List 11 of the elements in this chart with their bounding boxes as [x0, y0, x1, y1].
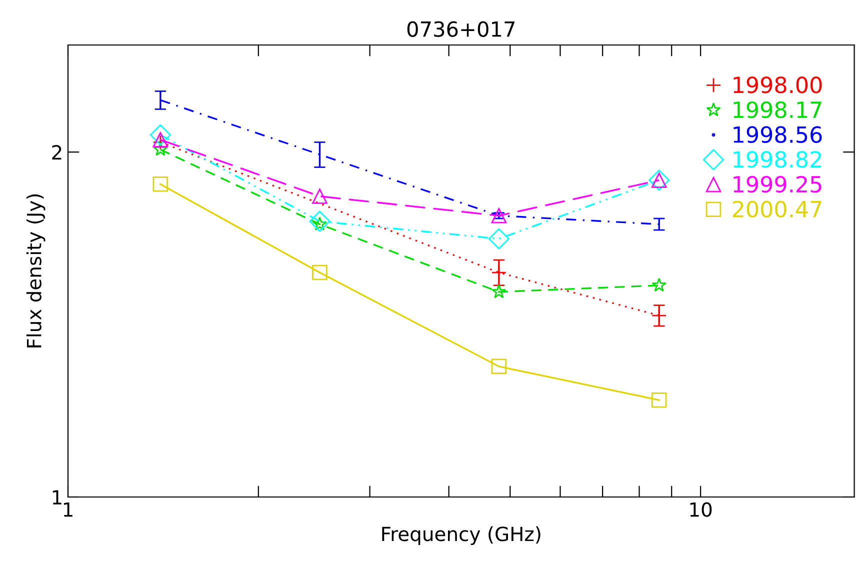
legend-label: 1999.25: [734, 176, 822, 193]
x-tick-label: 10: [690, 502, 712, 517]
y-tick-label: 2: [52, 145, 62, 160]
x-axis-title: Frequency (GHz): [382, 526, 540, 546]
y-axis-title: Flux density (Jy): [26, 194, 46, 348]
legend-label: 1998.00: [734, 76, 822, 94]
legend-label: 1998.17: [734, 101, 822, 118]
legend-label: 1998.82: [734, 151, 821, 168]
legend-label: 1998.56: [734, 126, 822, 143]
chart-title: 0736+017: [407, 21, 514, 37]
legend-label: 2000.47: [732, 200, 822, 218]
